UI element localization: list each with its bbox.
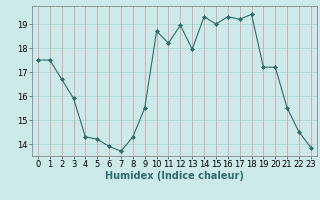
X-axis label: Humidex (Indice chaleur): Humidex (Indice chaleur) — [105, 171, 244, 181]
